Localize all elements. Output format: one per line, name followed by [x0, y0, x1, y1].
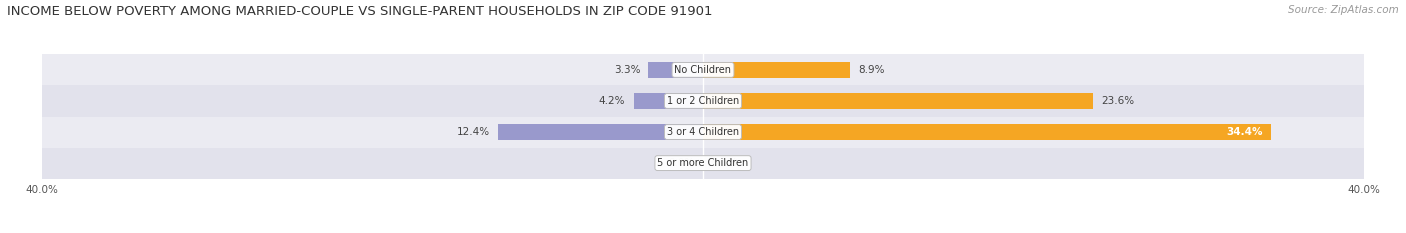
Bar — [648, 62, 703, 78]
Bar — [703, 62, 851, 78]
Bar — [703, 124, 1271, 140]
Text: 3 or 4 Children: 3 or 4 Children — [666, 127, 740, 137]
Bar — [498, 124, 703, 140]
Text: INCOME BELOW POVERTY AMONG MARRIED-COUPLE VS SINGLE-PARENT HOUSEHOLDS IN ZIP COD: INCOME BELOW POVERTY AMONG MARRIED-COUPL… — [7, 5, 713, 18]
Text: 8.9%: 8.9% — [858, 65, 884, 75]
Text: 4.2%: 4.2% — [599, 96, 626, 106]
Text: 0.0%: 0.0% — [711, 158, 738, 168]
Text: Source: ZipAtlas.com: Source: ZipAtlas.com — [1288, 5, 1399, 15]
Text: 1 or 2 Children: 1 or 2 Children — [666, 96, 740, 106]
Text: No Children: No Children — [675, 65, 731, 75]
Bar — [42, 86, 1364, 116]
Bar — [42, 116, 1364, 147]
Bar — [703, 93, 1092, 109]
Text: 5 or more Children: 5 or more Children — [658, 158, 748, 168]
Bar — [42, 147, 1364, 179]
Text: 34.4%: 34.4% — [1226, 127, 1263, 137]
Bar — [42, 54, 1364, 86]
Text: 0.0%: 0.0% — [668, 158, 695, 168]
Text: 23.6%: 23.6% — [1101, 96, 1135, 106]
Bar — [634, 93, 703, 109]
Text: 12.4%: 12.4% — [457, 127, 489, 137]
Text: 3.3%: 3.3% — [614, 65, 640, 75]
